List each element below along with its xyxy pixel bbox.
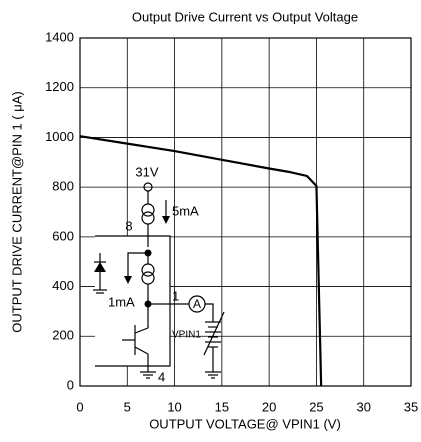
circuit: 31V 8 5mA 1mA 1 A VPIN1 4 [93, 164, 225, 384]
x-tick-label: 35 [404, 399, 418, 414]
wire [127, 252, 148, 282]
y-tick-label: 1000 [45, 129, 74, 144]
wire [95, 235, 171, 367]
current-source [141, 263, 155, 277]
y-tick-label: 200 [52, 328, 74, 343]
annotation: 5mA [172, 203, 199, 218]
y-tick-label: 0 [67, 377, 74, 392]
chart-title: Output Drive Current vs Output Voltage [132, 9, 358, 24]
arrow-head [162, 216, 170, 224]
transistor [134, 327, 149, 334]
x-tick-label: 10 [167, 399, 181, 414]
x-tick-label: 20 [262, 399, 276, 414]
x-tick-label: 5 [124, 399, 131, 414]
current-source [141, 203, 155, 217]
wire [205, 303, 214, 322]
plot-frame [79, 37, 412, 387]
annotation: 1 [172, 288, 179, 303]
y-tick-label: 400 [52, 278, 74, 293]
annotation: 8 [125, 218, 132, 233]
annotation: 31V [135, 164, 158, 179]
x-tick-label: 30 [356, 399, 370, 414]
variable-arrow [203, 311, 225, 356]
annotation: VPIN1 [172, 330, 201, 341]
annotation: 4 [158, 369, 165, 384]
annotation: 1mA [108, 294, 135, 309]
data-line [79, 135, 323, 387]
arrow-head [124, 276, 132, 284]
y-tick-label: 1400 [45, 29, 74, 44]
current-source [141, 211, 155, 225]
annotation: A [193, 297, 201, 311]
y-tick-label: 1200 [45, 79, 74, 94]
x-tick-label: 15 [215, 399, 229, 414]
y-tick-label: 600 [52, 228, 74, 243]
x-tick-label: 25 [309, 399, 323, 414]
diode [94, 262, 106, 272]
x-tick-label: 0 [76, 399, 83, 414]
x-axis-label: OUTPUT VOLTAGE@ VPIN1 (V) [149, 416, 341, 431]
circuit-bg [95, 236, 170, 366]
y-tick-label: 800 [52, 179, 74, 194]
transistor [134, 346, 149, 355]
y-axis-label: OUTPUT DRIVE CURRENT@PIN 1 ( μA) [9, 91, 24, 332]
